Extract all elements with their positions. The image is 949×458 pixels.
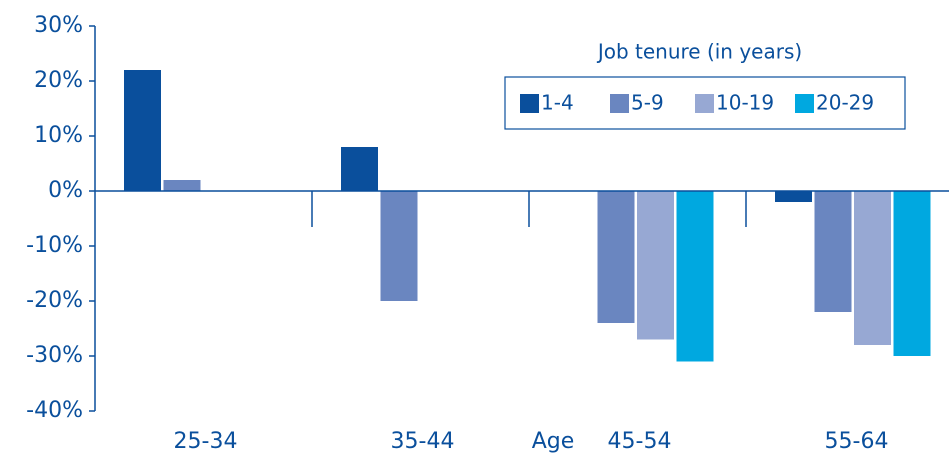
- x-tick-label: 45-54: [608, 429, 672, 454]
- legend-swatch: [520, 94, 539, 113]
- x-tick-label: 35-44: [391, 429, 455, 454]
- y-tick-label: 20%: [34, 68, 83, 93]
- bar: [637, 191, 674, 340]
- bar: [814, 191, 852, 312]
- y-tick-label: 10%: [34, 123, 83, 148]
- legend-swatch: [695, 94, 714, 113]
- legend-label: 10-19: [716, 91, 774, 115]
- legend-label: 1-4: [541, 91, 574, 115]
- bar: [676, 191, 714, 362]
- legend-swatch: [610, 94, 629, 113]
- y-tick-label: 0%: [48, 178, 83, 203]
- bar: [597, 191, 635, 323]
- y-tick-label: 30%: [34, 13, 83, 38]
- y-tick-label: -40%: [26, 398, 83, 423]
- bar: [775, 191, 812, 202]
- x-axis-label: Age: [532, 429, 575, 454]
- bar: [893, 191, 931, 356]
- bar: [380, 191, 418, 301]
- x-tick-label: 55-64: [825, 429, 889, 454]
- legend-title: Job tenure (in years): [596, 40, 802, 64]
- y-tick-label: -20%: [26, 288, 83, 313]
- bar: [341, 147, 378, 191]
- legend-label: 20-29: [816, 91, 874, 115]
- bar: [124, 70, 161, 191]
- x-tick-label: 25-34: [174, 429, 238, 454]
- legend-label: 5-9: [631, 91, 664, 115]
- y-tick-label: -10%: [26, 233, 83, 258]
- bar: [163, 180, 201, 191]
- bar: [854, 191, 891, 345]
- legend-swatch: [795, 94, 814, 113]
- y-tick-label: -30%: [26, 343, 83, 368]
